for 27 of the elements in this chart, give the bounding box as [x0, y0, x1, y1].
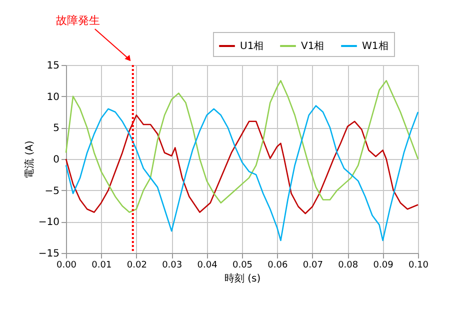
x-tick-label: 0.10: [408, 260, 429, 270]
legend-label: U1相: [240, 40, 264, 52]
line-series: [65, 105, 419, 242]
y-tick-label: 10: [46, 92, 60, 103]
y-tick-label: 15: [46, 60, 60, 72]
y-tick-label: 0: [53, 154, 60, 166]
legend-label: V1相: [301, 40, 324, 52]
line-series: [65, 114, 419, 214]
x-tick-label: 0.01: [92, 260, 112, 270]
y-tick-label: −10: [38, 217, 60, 228]
y-tick-label: −5: [44, 186, 60, 197]
x-tick-label: 0.09: [373, 260, 394, 270]
y-tick-label: 5: [53, 123, 60, 134]
x-tick-label: 0.03: [162, 260, 182, 270]
x-axis-title: 時刻 (s): [224, 272, 261, 284]
legend-label: W1相: [362, 40, 388, 52]
x-tick-label: 0.08: [338, 260, 358, 270]
line-series: [65, 80, 419, 213]
y-axis-title: 電流 (A): [23, 140, 36, 178]
x-tick-label: 0.05: [232, 260, 253, 270]
x-tick-label: 0.04: [197, 260, 218, 270]
x-tick-label: 0.06: [268, 260, 288, 270]
y-tick-label: −15: [38, 248, 60, 260]
x-tick-label: 0.00: [56, 260, 77, 270]
x-tick-label: 0.02: [126, 260, 147, 270]
x-tick-label: 0.07: [302, 260, 323, 270]
ref-line-label: 故障発生: [56, 14, 100, 27]
